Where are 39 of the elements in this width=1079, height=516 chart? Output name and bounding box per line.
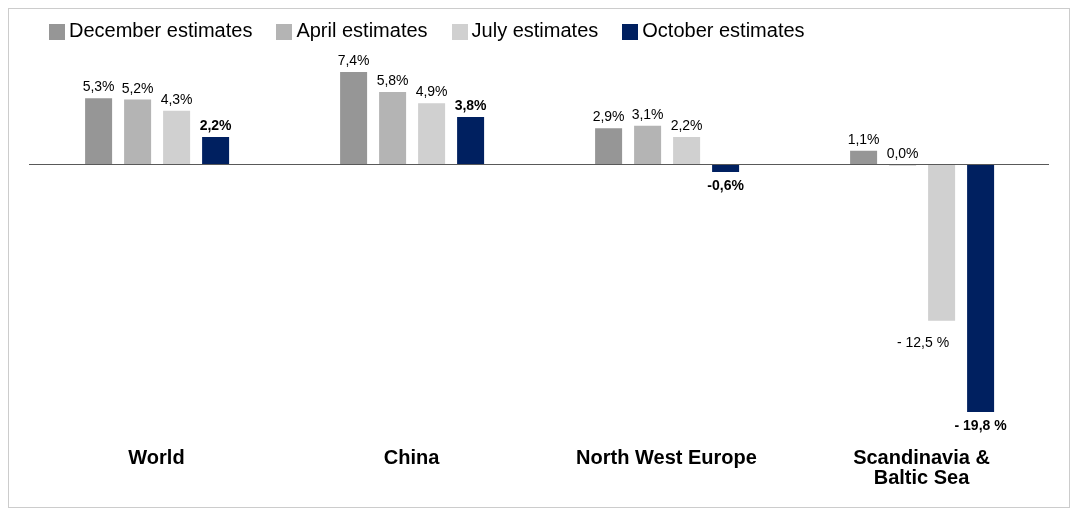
legend-label: April estimates — [296, 19, 428, 41]
data-label: 3,1% — [631, 105, 664, 122]
bar — [379, 92, 407, 165]
data-label: - 19,8 % — [954, 417, 1008, 433]
data-label: -0,6% — [707, 177, 745, 193]
bar — [595, 128, 623, 165]
data-label: 3,8% — [454, 97, 488, 113]
legend-label: October estimates — [642, 19, 805, 41]
legend-label: July estimates — [471, 19, 599, 41]
bar — [712, 164, 740, 172]
x-tick-label: North West Europe — [576, 446, 757, 469]
bar — [202, 137, 230, 165]
bar — [457, 117, 485, 165]
bar — [634, 125, 662, 165]
data-label: 5,3% — [82, 78, 115, 95]
bar — [673, 137, 701, 165]
data-label: 2,2% — [199, 117, 233, 133]
x-tick-label: China — [383, 446, 441, 469]
x-tick-label: World — [128, 446, 185, 469]
bar — [418, 103, 446, 165]
bar — [124, 99, 152, 165]
data-label: 2,2% — [670, 117, 703, 133]
bar — [850, 150, 878, 165]
data-label: 4,3% — [160, 90, 193, 107]
bar — [340, 72, 368, 165]
legend-label: December estimates — [69, 19, 253, 41]
data-label: 4,9% — [415, 83, 448, 100]
bar — [163, 110, 191, 165]
data-label: 5,2% — [121, 79, 154, 96]
bar — [967, 164, 995, 412]
bar — [928, 164, 956, 321]
data-label: 0,0% — [886, 144, 919, 161]
data-label: 7,4% — [337, 52, 370, 68]
data-label: 1,1% — [847, 130, 880, 147]
bar — [85, 98, 113, 165]
data-label: 5,8% — [376, 72, 409, 88]
data-label: - 12,5 % — [896, 333, 950, 350]
data-label: 2,9% — [592, 108, 625, 125]
x-tick-label: Scandinavia & Baltic Sea — [853, 446, 990, 489]
